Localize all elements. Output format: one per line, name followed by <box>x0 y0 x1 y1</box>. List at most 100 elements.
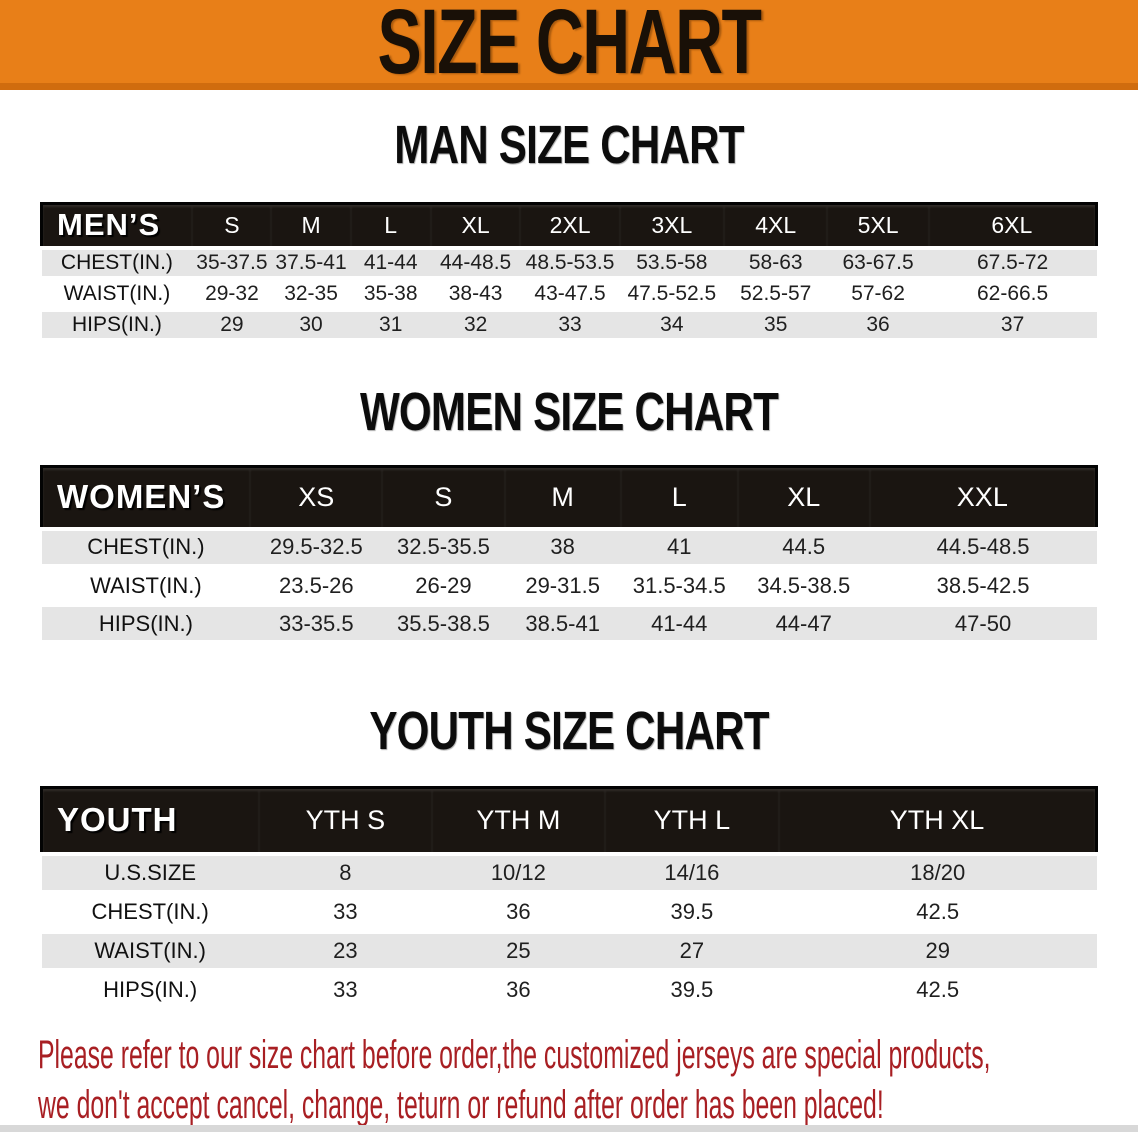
disclaimer-line-1: Please refer to our size chart before or… <box>38 1033 991 1077</box>
table-cell: 38-43 <box>430 278 521 312</box>
row-label: CHEST(IN.) <box>41 526 251 569</box>
table-cell: 29.5-32.5 <box>250 526 383 569</box>
page-title: SIZE CHART <box>377 0 761 93</box>
disclaimer-text: Please refer to our size chart before or… <box>38 1030 991 1130</box>
table-cell: 34.5-38.5 <box>737 566 870 607</box>
table-cell: 37 <box>928 309 1097 343</box>
size-column-header: YTH L <box>604 786 779 855</box>
table-cell: 23 <box>258 931 432 973</box>
table-cell: 41 <box>620 526 738 569</box>
table-cell: 32-35 <box>271 278 351 312</box>
men-waist-row: WAIST(IN.) 29-32 32-35 35-38 38-43 43-47… <box>41 278 1097 312</box>
youth-section-heading: YOUTH SIZE CHART <box>0 700 1138 762</box>
table-cell: 29 <box>778 931 1097 973</box>
size-column-header: 5XL <box>827 202 929 249</box>
table-cell: 38 <box>504 526 621 569</box>
men-header-row: MEN’S S M L XL 2XL 3XL 4XL 5XL 6XL <box>40 202 1098 249</box>
size-column-header: M <box>504 465 621 530</box>
table-cell: 35 <box>724 309 828 343</box>
men-size-table: MEN’S S M L XL 2XL 3XL 4XL 5XL 6XL CHEST… <box>40 202 1098 343</box>
size-column-header: L <box>620 465 738 530</box>
men-chest-row: CHEST(IN.) 35-37.5 37.5-41 41-44 44-48.5… <box>41 245 1097 281</box>
row-label: CHEST(IN.) <box>41 892 259 934</box>
size-column-header: XXL <box>869 465 1098 530</box>
table-cell: 25 <box>431 931 605 973</box>
table-cell: 41-44 <box>620 604 738 645</box>
disclaimer: Please refer to our size chart before or… <box>0 1030 1138 1130</box>
men-heading-text: MAN SIZE CHART <box>394 115 744 175</box>
table-cell: 34 <box>619 309 725 343</box>
size-column-header: M <box>271 202 351 249</box>
youth-group-label: YOUTH <box>39 786 259 855</box>
row-label: CHEST(IN.) <box>41 245 193 281</box>
size-column-header: XL <box>737 465 870 530</box>
table-cell: 42.5 <box>778 892 1097 934</box>
table-cell: 32 <box>430 309 521 343</box>
table-cell: 36 <box>431 892 605 934</box>
row-label: WAIST(IN.) <box>41 278 193 312</box>
table-cell: 35.5-38.5 <box>382 604 505 645</box>
table-cell: 35-38 <box>350 278 431 312</box>
youth-ussize-row: U.S.SIZE 8 10/12 14/16 18/20 <box>41 851 1097 895</box>
women-group-label: WOMEN’S <box>40 465 251 530</box>
men-hips-row: HIPS(IN.) 29 30 31 32 33 34 35 36 37 <box>41 309 1097 343</box>
table-cell: 29 <box>192 309 272 343</box>
table-cell: 26-29 <box>382 566 505 607</box>
women-section-heading: WOMEN SIZE CHART <box>0 381 1138 443</box>
table-cell: 41-44 <box>350 245 431 281</box>
row-label: HIPS(IN.) <box>41 970 259 1012</box>
women-chest-row: CHEST(IN.) 29.5-32.5 32.5-35.5 38 41 44.… <box>41 526 1097 569</box>
table-cell: 43-47.5 <box>520 278 620 312</box>
table-cell: 33 <box>258 970 432 1012</box>
size-column-header: L <box>350 202 431 249</box>
size-column-header: YTH S <box>258 786 432 855</box>
table-cell: 57-62 <box>827 278 929 312</box>
youth-size-table: YOUTH YTH S YTH M YTH L YTH XL U.S.SIZE … <box>39 786 1098 1012</box>
row-label: WAIST(IN.) <box>41 566 251 607</box>
size-column-header: S <box>192 202 272 249</box>
women-waist-row: WAIST(IN.) 23.5-26 26-29 29-31.5 31.5-34… <box>41 566 1097 607</box>
table-cell: 33 <box>258 892 432 934</box>
row-label: HIPS(IN.) <box>41 604 251 645</box>
table-cell: 23.5-26 <box>250 566 383 607</box>
size-column-header: XS <box>250 465 383 530</box>
table-cell: 53.5-58 <box>619 245 725 281</box>
table-cell: 8 <box>258 851 432 895</box>
table-cell: 52.5-57 <box>724 278 828 312</box>
table-cell: 44-48.5 <box>430 245 521 281</box>
table-cell: 32.5-35.5 <box>382 526 505 569</box>
table-cell: 47.5-52.5 <box>619 278 725 312</box>
women-header-row: WOMEN’S XS S M L XL XXL <box>40 465 1098 530</box>
table-cell: 39.5 <box>604 892 779 934</box>
table-cell: 67.5-72 <box>928 245 1097 281</box>
youth-header-row: YOUTH YTH S YTH M YTH L YTH XL <box>39 786 1098 855</box>
table-cell: 36 <box>431 970 605 1012</box>
women-size-table: WOMEN’S XS S M L XL XXL CHEST(IN.) 29.5-… <box>40 465 1098 645</box>
table-cell: 33-35.5 <box>250 604 383 645</box>
table-cell: 31 <box>350 309 431 343</box>
women-heading-text: WOMEN SIZE CHART <box>359 382 779 442</box>
row-label: HIPS(IN.) <box>41 309 193 343</box>
table-cell: 18/20 <box>778 851 1097 895</box>
men-section-heading: MAN SIZE CHART <box>0 114 1138 176</box>
table-cell: 35-37.5 <box>192 245 272 281</box>
youth-chest-row: CHEST(IN.) 33 36 39.5 42.5 <box>41 892 1097 934</box>
table-cell: 48.5-53.5 <box>520 245 620 281</box>
table-cell: 31.5-34.5 <box>620 566 738 607</box>
table-cell: 38.5-42.5 <box>869 566 1097 607</box>
row-label: U.S.SIZE <box>41 851 259 895</box>
banner: SIZE CHART <box>0 0 1138 90</box>
women-hips-row: HIPS(IN.) 33-35.5 35.5-38.5 38.5-41 41-4… <box>41 604 1097 645</box>
table-cell: 47-50 <box>869 604 1097 645</box>
table-cell: 58-63 <box>724 245 828 281</box>
table-cell: 37.5-41 <box>271 245 351 281</box>
table-cell: 63-67.5 <box>827 245 929 281</box>
youth-heading-text: YOUTH SIZE CHART <box>369 701 769 761</box>
table-cell: 38.5-41 <box>504 604 621 645</box>
size-column-header: 6XL <box>928 202 1098 249</box>
table-cell: 44.5-48.5 <box>869 526 1097 569</box>
size-column-header: 4XL <box>724 202 828 249</box>
table-cell: 62-66.5 <box>928 278 1097 312</box>
men-group-label: MEN’S <box>40 202 193 249</box>
table-cell: 29-32 <box>192 278 272 312</box>
